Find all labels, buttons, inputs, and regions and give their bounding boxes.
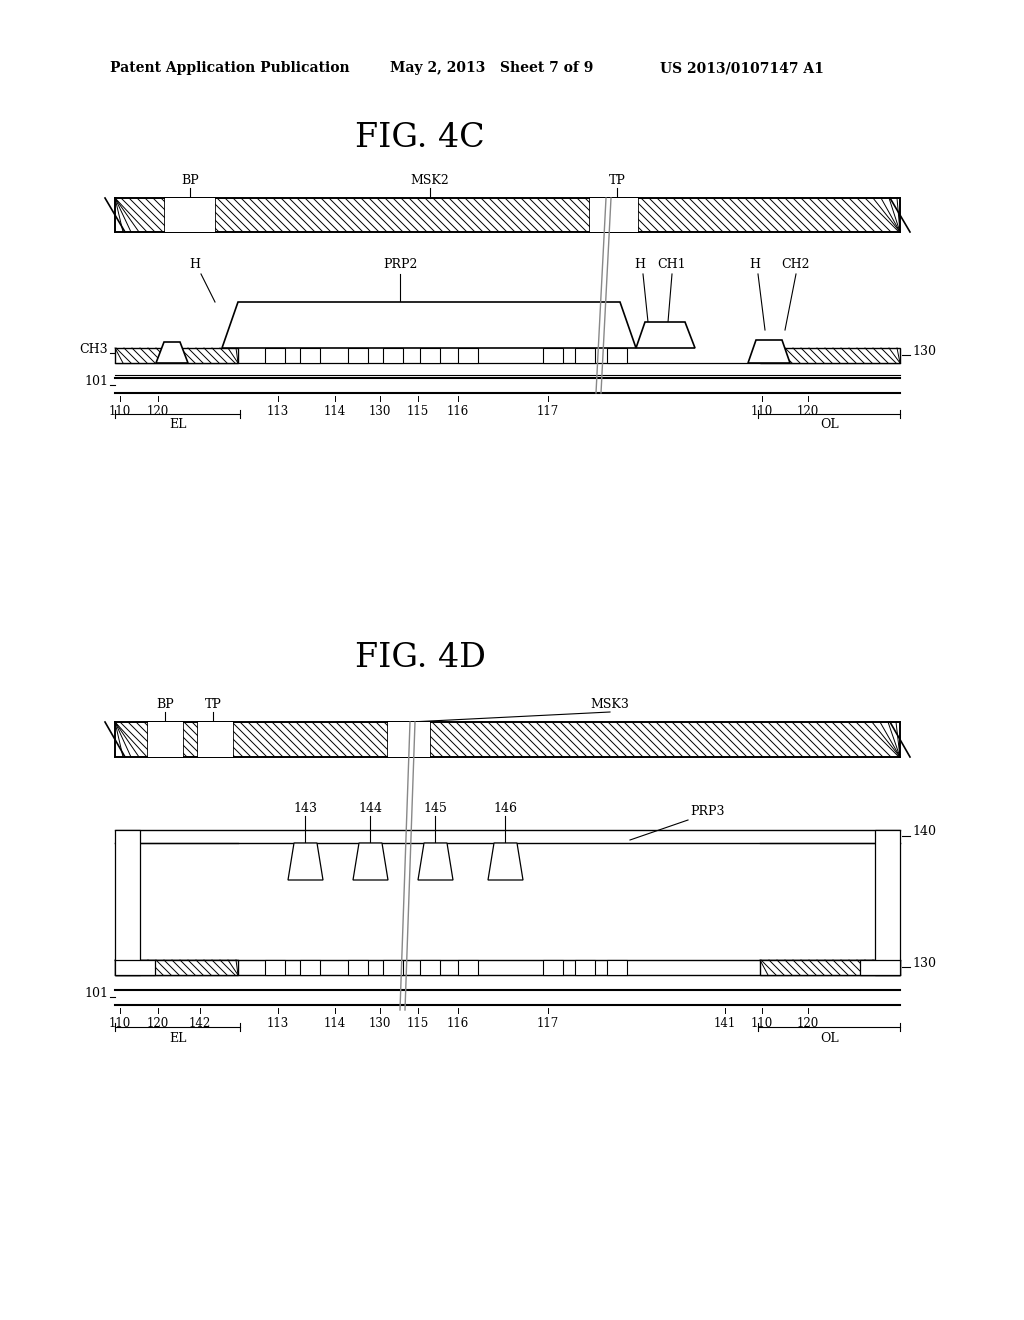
Text: H: H — [189, 257, 201, 271]
Text: 130: 130 — [369, 405, 391, 418]
Text: 141: 141 — [714, 1016, 736, 1030]
Bar — [115, 960, 238, 975]
Text: 120: 120 — [797, 1016, 819, 1030]
Bar — [420, 348, 440, 363]
Bar — [760, 960, 900, 975]
Text: 130: 130 — [912, 957, 936, 970]
Bar — [860, 960, 900, 975]
Bar — [383, 348, 403, 363]
Text: May 2, 2013   Sheet 7 of 9: May 2, 2013 Sheet 7 of 9 — [390, 61, 593, 75]
Polygon shape — [222, 302, 636, 348]
Bar — [115, 348, 238, 363]
Polygon shape — [636, 322, 695, 348]
Text: 146: 146 — [493, 803, 517, 814]
Text: BP: BP — [156, 698, 174, 711]
Bar — [300, 348, 319, 363]
Bar — [115, 198, 900, 232]
Text: 130: 130 — [912, 345, 936, 358]
Text: 114: 114 — [324, 1016, 346, 1030]
Bar — [198, 722, 233, 756]
Text: 116: 116 — [446, 1016, 469, 1030]
Bar — [115, 960, 155, 975]
Text: PRP2: PRP2 — [383, 257, 417, 271]
Polygon shape — [418, 843, 453, 880]
Bar — [165, 198, 215, 232]
Text: 116: 116 — [446, 405, 469, 418]
Bar — [148, 722, 183, 756]
Text: H: H — [635, 257, 645, 271]
Text: 130: 130 — [369, 1016, 391, 1030]
Text: 113: 113 — [267, 1016, 289, 1030]
Polygon shape — [353, 843, 388, 880]
Text: PRP3: PRP3 — [690, 805, 725, 818]
Bar — [874, 830, 900, 975]
Polygon shape — [156, 342, 188, 363]
Text: 101: 101 — [84, 375, 108, 388]
Text: FIG. 4C: FIG. 4C — [355, 121, 484, 154]
Text: TP: TP — [608, 174, 626, 187]
Bar — [458, 348, 478, 363]
Text: BP: BP — [181, 174, 199, 187]
Bar — [543, 348, 563, 363]
Text: 120: 120 — [146, 1016, 169, 1030]
Text: 110: 110 — [751, 1016, 773, 1030]
Bar — [388, 722, 430, 756]
Bar — [575, 960, 595, 975]
Bar — [348, 348, 368, 363]
Text: Patent Application Publication: Patent Application Publication — [110, 61, 349, 75]
Text: CH2: CH2 — [781, 257, 810, 271]
Polygon shape — [748, 341, 790, 363]
Text: 142: 142 — [188, 1016, 211, 1030]
Text: 110: 110 — [109, 405, 131, 418]
Text: 120: 120 — [797, 405, 819, 418]
Bar — [607, 960, 627, 975]
Text: TP: TP — [205, 698, 221, 711]
Polygon shape — [488, 843, 523, 880]
Text: 115: 115 — [407, 1016, 429, 1030]
Bar — [590, 198, 638, 232]
Bar — [348, 960, 368, 975]
Text: MSK3: MSK3 — [591, 698, 630, 711]
Bar — [265, 348, 285, 363]
Text: EL: EL — [169, 418, 186, 432]
Text: CH3: CH3 — [80, 343, 108, 356]
Text: 113: 113 — [267, 405, 289, 418]
Bar — [420, 960, 440, 975]
Text: EL: EL — [169, 1032, 186, 1045]
Text: OL: OL — [820, 1032, 840, 1045]
Polygon shape — [288, 843, 323, 880]
Text: 114: 114 — [324, 405, 346, 418]
Bar — [607, 348, 627, 363]
Text: H: H — [750, 257, 761, 271]
Bar — [383, 960, 403, 975]
Bar — [115, 722, 900, 756]
Text: OL: OL — [820, 418, 840, 432]
Text: FIG. 4D: FIG. 4D — [354, 642, 485, 675]
Text: 145: 145 — [423, 803, 446, 814]
Bar — [543, 960, 563, 975]
Bar — [458, 960, 478, 975]
Text: 117: 117 — [537, 1016, 559, 1030]
Bar — [760, 348, 900, 363]
Text: 117: 117 — [537, 405, 559, 418]
Text: MSK2: MSK2 — [411, 174, 450, 187]
Bar — [575, 348, 595, 363]
Text: US 2013/0107147 A1: US 2013/0107147 A1 — [660, 61, 824, 75]
Bar — [300, 960, 319, 975]
Text: 101: 101 — [84, 987, 108, 1001]
Text: 120: 120 — [146, 405, 169, 418]
Text: 143: 143 — [293, 803, 317, 814]
Text: 144: 144 — [358, 803, 382, 814]
Text: 140: 140 — [912, 825, 936, 838]
Text: 110: 110 — [109, 1016, 131, 1030]
Text: 115: 115 — [407, 405, 429, 418]
Bar — [265, 960, 285, 975]
Text: 110: 110 — [751, 405, 773, 418]
Text: CH1: CH1 — [657, 257, 686, 271]
Bar — [115, 830, 140, 975]
